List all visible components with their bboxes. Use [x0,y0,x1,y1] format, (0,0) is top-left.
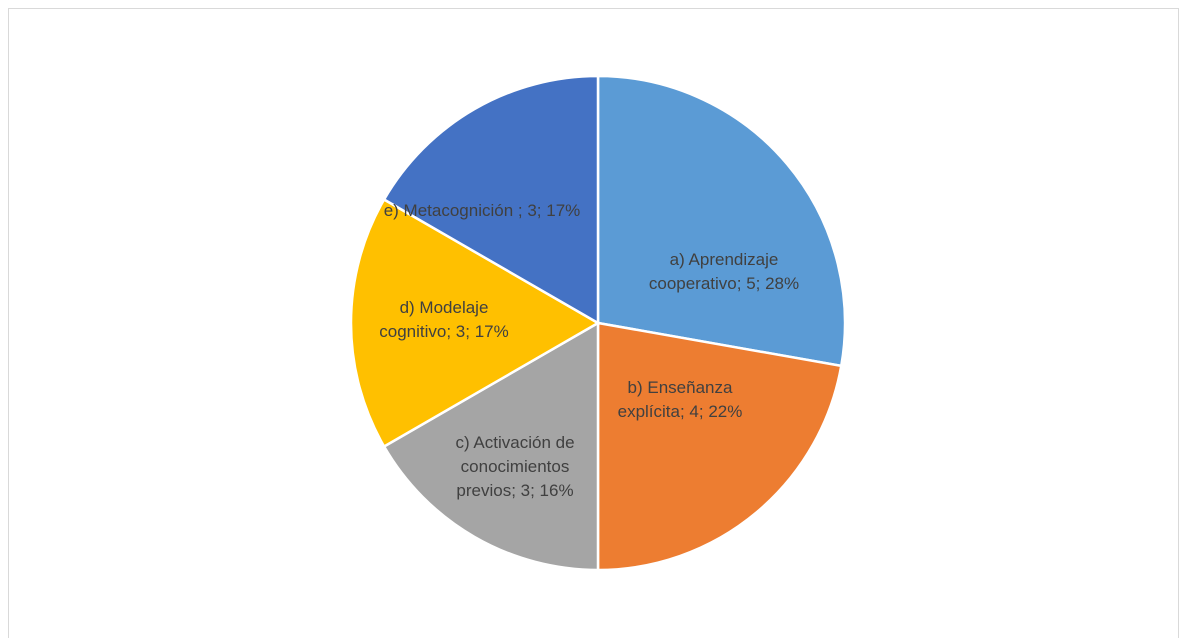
data-label: e) Metacognición ; 3; 17% [383,201,581,220]
chart-frame [8,8,1179,638]
pie-slice [596,321,843,572]
pie-slice [382,74,600,326]
data-label: a) Aprendizaje cooperativo; 5; 28% [648,250,800,293]
pie-slice [349,197,601,449]
data-label: d) Modelaje cognitivo; 3; 17% [379,298,509,341]
pie-slice [382,320,600,572]
data-label: b) Enseñanza explícita; 4; 22% [617,378,743,421]
pie-slice [596,74,847,368]
data-label: c) Activación de conocimientos previos; … [455,433,575,500]
